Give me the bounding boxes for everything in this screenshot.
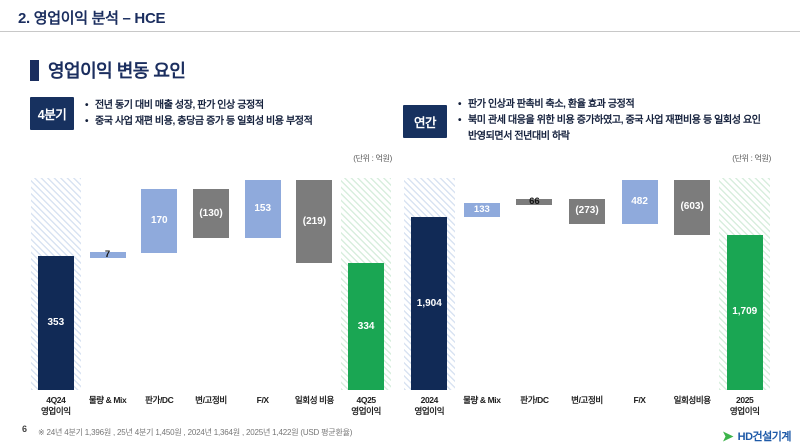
bullet-text: 북미 관세 대응을 위한 비용 증가하였고, 중국 사업 재편비용 등 일회성 … [468, 115, 761, 142]
annual-bullet-list: • 판가 인상과 판촉비 축소, 환율 효과 긍정적 • 북미 관세 대응을 위한 비… [458, 97, 771, 145]
annual-badge: 연간 [403, 104, 447, 138]
bullet-dot: • [85, 99, 89, 111]
unit-label: (단위 : 억원) [353, 154, 392, 163]
bar-value-label: 133 [473, 204, 490, 216]
bullet-item: • 중국 사업 재편 비용, 충당금 증가 등 일회성 비용 부정적 [85, 114, 313, 130]
waterfall-bar: 1,709 [726, 234, 763, 390]
bar-value-label: (130) [199, 207, 223, 219]
page-number: 6 [22, 424, 28, 434]
q4-bullet-list: • 전년 동기 대비 매출 성장, 판가 인상 긍정적 • 중국 사업 재편 비용, … [85, 98, 313, 130]
annual-chart-x-labels: 2024 영업이익 물량 & Mix 판가/DC 변/고정비 F/X 일회성비용 2025 … [403, 395, 771, 421]
x-axis-label: 판가/DC [145, 395, 174, 405]
x-axis-label: 2025 영업이익 [729, 395, 760, 416]
x-axis-label: 판가/DC [520, 395, 549, 405]
title-divider [0, 31, 800, 32]
annual-chart-plot: 1,904 133 66 (273) 482 (603) 1,709 [403, 178, 771, 390]
x-axis-label: 일회성비용 [673, 395, 712, 405]
waterfall-bar: 1,904 [411, 217, 448, 390]
bar-value-label: 353 [47, 317, 65, 328]
x-axis-label: 물량 & Mix [88, 395, 127, 405]
bar-value-label: 334 [357, 320, 375, 332]
waterfall-bar: (603) [674, 180, 711, 235]
annual-summary-panel: 연간 • 판가 인상과 판촉비 축소, 환율 효과 긍정적 • 북미 관세 대응을 위… [403, 97, 771, 145]
waterfall-bar: 153 [244, 180, 281, 239]
q4-badge: 4분기 [30, 97, 74, 130]
waterfall-bar: 133 [463, 203, 500, 218]
page-title: 2. 영업이익 분석 – HCE [18, 10, 166, 27]
x-axis-label: 물량 & Mix [463, 395, 501, 405]
bullet-item: • 전년 동기 대비 매출 성장, 판가 인상 긍정적 [85, 98, 312, 114]
company-logo-text: HD건설기계 [737, 431, 792, 443]
x-axis-label: F/X [633, 395, 646, 405]
bar-value-label: (273) [575, 205, 599, 217]
bullet-item: • 북미 관세 대응을 위한 비용 증가하였고, 중국 사업 재편비용 등 일회성… [458, 113, 771, 145]
q4-waterfall-chart: (단위 : 억원) 353 7 170 (130) 153 (219) 334 4Q24 영… [30, 153, 392, 421]
bar-value-label: (603) [680, 201, 704, 213]
q4-chart-x-labels: 4Q24 영업이익 물량 & Mix 판가/DC 변/고정비 F/X 일회성 비용 4Q25… [30, 395, 392, 421]
bullet-text: 전년 동기 대비 매출 성장, 판가 인상 긍정적 [95, 99, 264, 111]
bar-value-label: 153 [254, 203, 272, 215]
hd-logo-icon [722, 431, 734, 441]
x-axis-label: 변/고정비 [195, 395, 227, 405]
bar-value-label: (219) [302, 215, 327, 227]
footnote: ※ 24년 4분기 1,396원 , 25년 4분기 1,450원 , 2024… [38, 428, 353, 437]
bullet-dot: • [458, 99, 462, 110]
waterfall-bar: 353 [37, 256, 74, 390]
waterfall-bar: 334 [348, 263, 385, 390]
bar-value-label: 7 [104, 248, 111, 260]
x-axis-label: F/X [256, 395, 269, 405]
bullet-text: 중국 사업 재편 비용, 충당금 증가 등 일회성 비용 부정적 [95, 115, 313, 127]
company-logo: HD건설기계 [722, 428, 792, 444]
waterfall-bar: 66 [516, 196, 553, 208]
bar-value-label: 1,709 [732, 306, 758, 318]
annual-waterfall-chart: (단위 : 억원) 1,904 133 66 (273) 482 (603) 1,709 2… [403, 153, 771, 421]
q4-summary-panel: 4분기 • 전년 동기 대비 매출 성장, 판가 인상 긍정적 • 중국 사업 재편 … [30, 97, 394, 130]
bar-value-label: 1,904 [416, 297, 442, 309]
bar-value-label: 170 [150, 215, 168, 227]
bullet-item: • 판가 인상과 판촉비 축소, 환율 효과 긍정적 [458, 97, 771, 113]
waterfall-bar: (273) [569, 199, 605, 224]
waterfall-bar: (130) [193, 188, 229, 239]
x-axis-label: 일회성 비용 [294, 395, 334, 405]
q4-chart-plot: 353 7 170 (130) 153 (219) 334 [30, 178, 392, 390]
bullet-dot: • [85, 115, 89, 127]
bar-value-label: 66 [529, 196, 540, 208]
x-axis-label: 2024 영업이익 [414, 395, 445, 416]
bar-value-label: 482 [631, 195, 648, 207]
waterfall-bar: (219) [296, 180, 333, 264]
section-title: 영업이익 변동 요인 [48, 61, 186, 81]
bullet-dot: • [458, 115, 462, 126]
waterfall-bar: 7 [89, 248, 126, 260]
section-marker [30, 59, 39, 81]
bullet-text: 판가 인상과 판촉비 축소, 환율 효과 긍정적 [468, 99, 635, 110]
waterfall-bar: 482 [621, 180, 658, 224]
waterfall-bar: 170 [141, 188, 178, 254]
x-axis-label: 4Q25 영업이익 [351, 395, 381, 416]
unit-label: (단위 : 억원) [732, 154, 771, 163]
x-axis-label: 변/고정비 [571, 395, 603, 405]
x-axis-label: 4Q24 영업이익 [41, 395, 71, 416]
section-header: 영업이익 변동 요인 [30, 57, 186, 83]
